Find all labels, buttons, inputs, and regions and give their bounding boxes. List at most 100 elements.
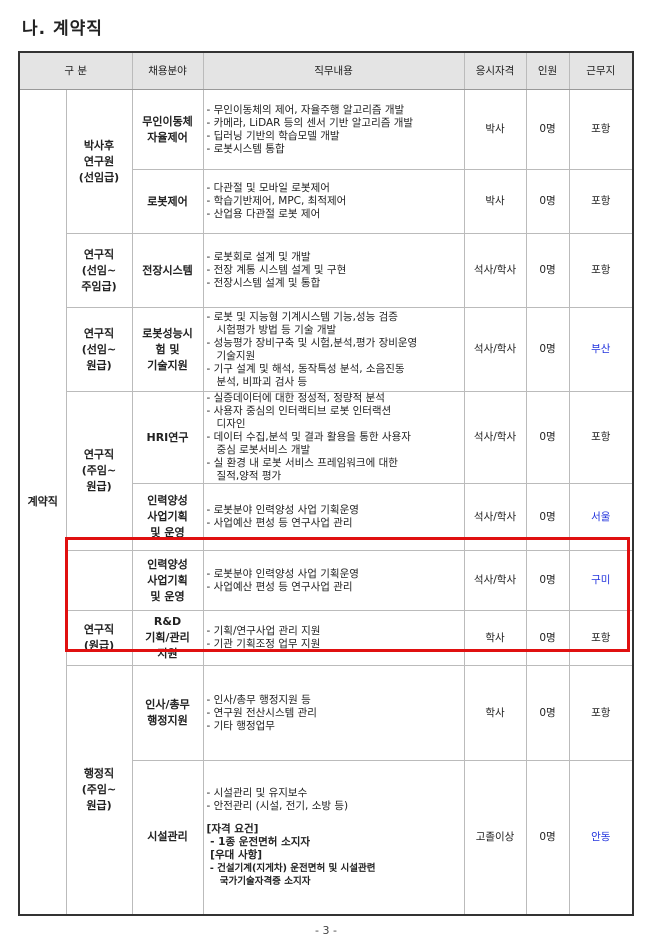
- duty-line: - 무인이동체의 제어, 자율주행 알고리즘 개발: [206, 103, 405, 116]
- qualification-cell: 석사/학사: [463, 483, 527, 551]
- qualification-cell: 학사: [463, 610, 527, 666]
- location-cell: 포항: [568, 610, 634, 666]
- duties-cell: - 로봇 및 지능형 기계시스템 기능,성능 검증 시험평가 방법 등 기술 개…: [202, 307, 465, 392]
- field-cell: 무인이동체 자율제어: [131, 89, 204, 170]
- table-row: 인력양성 사업기획 및 운영 - 로봇분야 인력양성 사업 기획운영 - 사업예산…: [19, 550, 634, 611]
- header-row: 구 분 채용분야 직무내용 응시자격 인원 근무지: [18, 51, 634, 90]
- duty-line: - 로봇분야 인력양성 사업 기획운영: [206, 504, 359, 516]
- duty-line: 디자인: [206, 418, 246, 430]
- requirements-heading: [자격 요건]: [206, 822, 259, 835]
- qualification-cell: 석사/학사: [463, 233, 527, 308]
- duties-cell: - 인사/총무 행정지원 등- 연구원 전산시스템 관리 - 기타 행정업무: [202, 665, 465, 761]
- group-cell-empty: [65, 550, 133, 611]
- group-cell: 행정직 (주임~ 원급): [65, 665, 133, 916]
- page-number: - 3 -: [315, 924, 337, 937]
- field-cell: 로봇제어: [131, 169, 204, 234]
- group-cell: 박사후 연구원 (선임급): [65, 89, 133, 234]
- table-row: 행정직 (주임~ 원급) 인사/총무 행정지원 - 인사/총무 행정지원 등- …: [19, 665, 634, 916]
- requirement-line: - 1종 운전면허 소지자: [206, 835, 311, 848]
- field-cell: HRI연구: [131, 391, 204, 484]
- duty-line: - 로봇회로 설계 및 개발: [206, 251, 311, 263]
- qualification-cell: 고졸이상: [463, 760, 527, 915]
- header-location: 근무지: [568, 51, 634, 90]
- duty-line: - 기타 행정업무: [206, 719, 275, 732]
- header-category: 구 분: [18, 51, 133, 90]
- location-cell: 안동: [568, 760, 634, 915]
- duty-line: - 학습기반제어, MPC, 최적제어: [206, 195, 347, 207]
- field-cell: 인력양성 사업기획 및 운영: [131, 550, 204, 611]
- header-count: 인원: [525, 51, 570, 90]
- duty-line: 분석, 비파괴 검사 등: [206, 375, 308, 388]
- duty-line: 시험평가 방법 등 기술 개발: [206, 323, 337, 336]
- qualification-cell: 박사: [463, 169, 527, 234]
- field-cell: 시설관리: [131, 760, 204, 915]
- duty-line: - 성능평가 장비구축 및 시험,분석,평가 장비운영: [206, 336, 418, 349]
- preference-line: 국가기술자격증 소지자: [206, 875, 311, 887]
- location-cell: 포항: [568, 169, 634, 234]
- duties-cell: - 로봇분야 인력양성 사업 기획운영 - 사업예산 편성 등 연구사업 관리: [202, 483, 465, 551]
- duty-line: - 로봇 및 지능형 기계시스템 기능,성능 검증: [206, 310, 398, 323]
- field-cell: 인사/총무 행정지원: [131, 665, 204, 761]
- recruitment-table: 구 분 채용분야 직무내용 응시자격 인원 근무지 계약직 박사후 연구원 (선…: [18, 51, 635, 916]
- count-cell: 0명: [525, 483, 570, 551]
- duty-line: - 실 환경 내 로봇 서비스 프레임워크에 대한: [206, 457, 398, 469]
- duties-cell: - 로봇회로 설계 및 개발 - 전장 계통 시스템 설계 및 구현 - 전장시스템…: [202, 233, 465, 308]
- duty-line: - 데이터 수집,분석 및 결과 활용을 통한 사용자: [206, 431, 411, 443]
- duty-line: - 사업예산 편성 등 연구사업 관리: [206, 580, 353, 593]
- category-cell: 계약직: [19, 89, 67, 916]
- count-cell: 0명: [525, 233, 570, 308]
- location-cell: 포항: [568, 391, 634, 484]
- duty-line: - 산업용 다관절 로봇 제어: [206, 208, 321, 220]
- group-cell: 연구직 (선임~ 주임급): [65, 233, 133, 308]
- table-row: 계약직 박사후 연구원 (선임급) 무인이동체 자율제어 - 무인이동체의 제어…: [19, 89, 634, 916]
- duty-line: - 사업예산 편성 등 연구사업 관리: [206, 517, 353, 529]
- group-cell: 연구직 (선임~ 원급): [65, 307, 133, 392]
- field-cell: 전장시스템: [131, 233, 204, 308]
- duty-line: - 카메라, LiDAR 등의 센서 기반 알고리즘 개발: [206, 116, 414, 129]
- count-cell: 0명: [525, 610, 570, 666]
- count-cell: 0명: [525, 89, 570, 170]
- count-cell: 0명: [525, 760, 570, 915]
- duty-line: - 기관 기획조정 업무 지원: [206, 638, 321, 650]
- count-cell: 0명: [525, 169, 570, 234]
- duties-cell: - 실증데이터에 대한 정성적, 정량적 분석 - 사용자 중심의 인터랙티브 로…: [202, 391, 465, 484]
- qualification-cell: 석사/학사: [463, 550, 527, 611]
- duty-line: - 기획/연구사업 관리 지원: [206, 625, 321, 637]
- duty-line: - 안전관리 (시설, 전기, 소방 등): [206, 799, 349, 812]
- duty-line: - 인사/총무 행정지원 등: [206, 693, 311, 706]
- preference-line: - 건설기계(지게차) 운전면허 및 시설관련: [206, 862, 376, 874]
- field-cell: 로봇성능시 험 및 기술지원: [131, 307, 204, 392]
- duty-line: - 전장시스템 설계 및 통합: [206, 277, 321, 289]
- section-title: 나. 계약직: [22, 19, 103, 39]
- count-cell: 0명: [525, 550, 570, 611]
- location-cell: 포항: [568, 233, 634, 308]
- table-row: 연구직 (선임~ 주임급) 전장시스템 - 로봇회로 설계 및 개발 - 전장 계…: [19, 233, 634, 308]
- location-cell: 서울: [568, 483, 634, 551]
- table-row: 연구직 (주임~ 원급) HRI연구 - 실증데이터에 대한 정성적, 정량적 …: [19, 391, 634, 551]
- table-row: 로봇제어 - 다관절 및 모바일 로봇제어 - 학습기반제어, MPC, 최적제어…: [19, 169, 634, 234]
- duty-line: - 기구 설계 및 해석, 동작특성 분석, 소음진동: [206, 362, 405, 375]
- count-cell: 0명: [525, 665, 570, 761]
- duty-line: - 로봇분야 인력양성 사업 기획운영: [206, 567, 359, 580]
- duties-cell: - 기획/연구사업 관리 지원 - 기관 기획조정 업무 지원: [202, 610, 465, 666]
- qualification-cell: 박사: [463, 89, 527, 170]
- field-cell: 인력양성 사업기획 및 운영: [131, 483, 204, 551]
- header-duties: 직무내용: [202, 51, 465, 90]
- group-cell: 연구직 (주임~ 원급): [65, 391, 133, 551]
- duty-line: 질적,양적 평가: [206, 470, 282, 482]
- duty-line: - 시설관리 및 유지보수: [206, 786, 308, 799]
- duties-cell: - 시설관리 및 유지보수 - 안전관리 (시설, 전기, 소방 등) [자격 …: [202, 760, 465, 915]
- duties-cell: - 로봇분야 인력양성 사업 기획운영 - 사업예산 편성 등 연구사업 관리: [202, 550, 465, 611]
- duty-line: - 전장 계통 시스템 설계 및 구현: [206, 264, 347, 276]
- duty-line: - 실증데이터에 대한 정성적, 정량적 분석: [206, 392, 385, 404]
- qualification-cell: 석사/학사: [463, 307, 527, 392]
- duty-line: - 연구원 전산시스템 관리: [206, 706, 317, 719]
- location-cell: 부산: [568, 307, 634, 392]
- duty-line: - 로봇시스템 통합: [206, 142, 285, 155]
- location-cell: 구미: [568, 550, 634, 611]
- table-row: 연구직 (원급) R&D 기획/관리 지원 - 기획/연구사업 관리 지원 - 기…: [19, 610, 634, 666]
- field-cell: R&D 기획/관리 지원: [131, 610, 204, 666]
- duty-line: - 다관절 및 모바일 로봇제어: [206, 182, 330, 194]
- header-field: 채용분야: [131, 51, 204, 90]
- count-cell: 0명: [525, 307, 570, 392]
